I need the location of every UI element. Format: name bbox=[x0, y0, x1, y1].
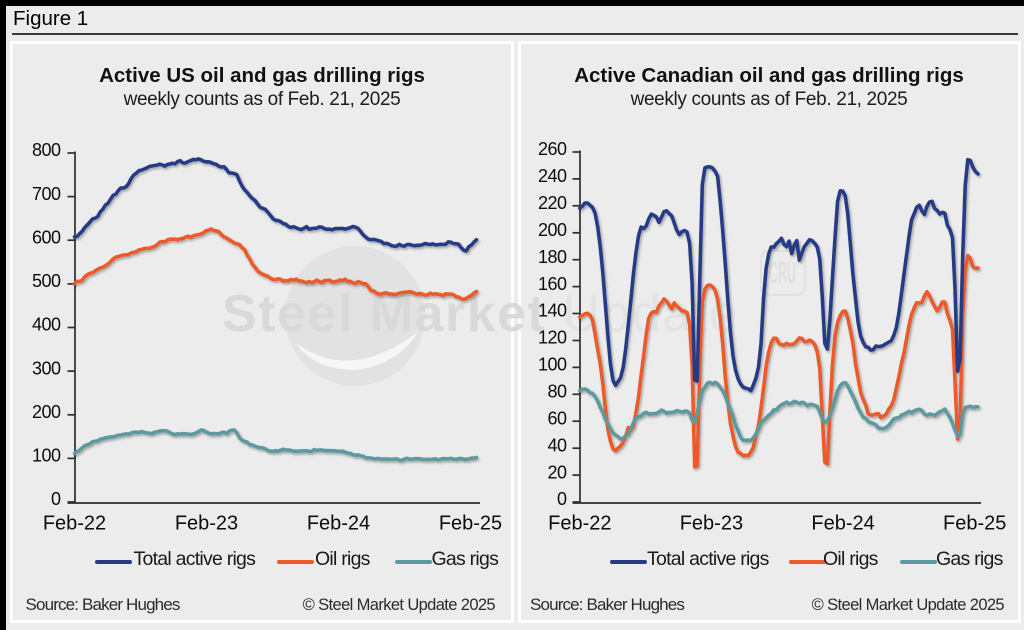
svg-text:260: 260 bbox=[538, 139, 567, 159]
svg-text:600: 600 bbox=[32, 227, 61, 247]
svg-text:60: 60 bbox=[547, 408, 567, 428]
svg-text:700: 700 bbox=[32, 184, 61, 204]
svg-text:160: 160 bbox=[538, 274, 567, 294]
svg-text:500: 500 bbox=[32, 271, 61, 291]
svg-text:240: 240 bbox=[538, 166, 567, 186]
svg-text:Feb-25: Feb-25 bbox=[439, 512, 502, 534]
svg-text:Feb-22: Feb-22 bbox=[548, 512, 611, 534]
svg-text:300: 300 bbox=[32, 358, 61, 378]
svg-text:200: 200 bbox=[538, 220, 567, 240]
svg-text:Feb-22: Feb-22 bbox=[43, 512, 106, 534]
svg-text:Feb-23: Feb-23 bbox=[680, 512, 743, 534]
svg-text:120: 120 bbox=[538, 328, 567, 348]
svg-text:220: 220 bbox=[538, 193, 567, 213]
svg-text:0: 0 bbox=[557, 489, 567, 509]
svg-text:200: 200 bbox=[32, 402, 61, 422]
svg-text:Feb-24: Feb-24 bbox=[307, 512, 370, 534]
svg-text:Feb-23: Feb-23 bbox=[175, 512, 238, 534]
svg-text:100: 100 bbox=[538, 355, 567, 375]
svg-text:400: 400 bbox=[32, 315, 61, 335]
svg-text:Feb-24: Feb-24 bbox=[811, 512, 874, 534]
svg-text:20: 20 bbox=[547, 462, 567, 482]
svg-text:100: 100 bbox=[32, 446, 61, 466]
svg-text:Feb-25: Feb-25 bbox=[943, 512, 1006, 534]
svg-text:800: 800 bbox=[32, 140, 61, 160]
svg-text:140: 140 bbox=[538, 301, 567, 321]
svg-text:0: 0 bbox=[51, 489, 61, 509]
svg-text:180: 180 bbox=[538, 247, 567, 267]
svg-text:80: 80 bbox=[547, 382, 567, 402]
svg-text:40: 40 bbox=[547, 435, 567, 455]
